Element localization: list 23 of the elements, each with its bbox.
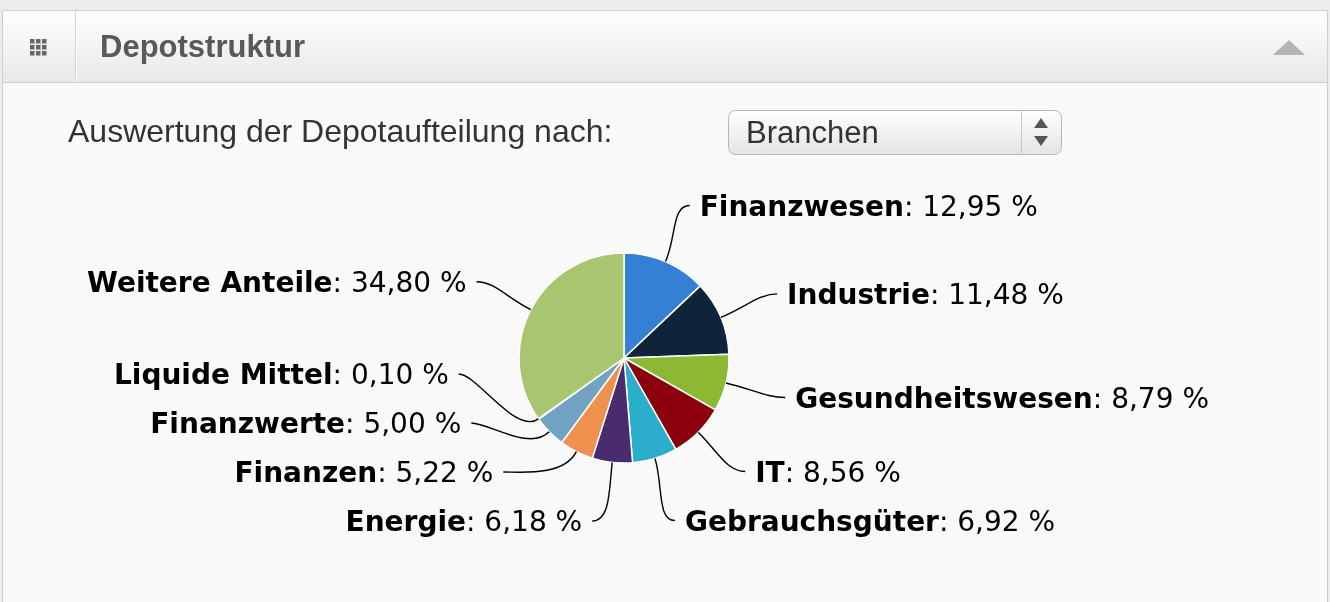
- data-label: : 8,56 %: [784, 455, 901, 489]
- data-label: : 12,95 %: [903, 189, 1038, 223]
- slice-label: Industrie: [787, 277, 930, 311]
- slice-label: Energie: [345, 505, 467, 539]
- data-label: : 0,10 %: [332, 358, 449, 392]
- slice-label: Gebrauchsgüter: [684, 504, 940, 538]
- slice-label: Finanzwesen: [699, 189, 904, 223]
- text: Auswertung der Depotaufteilung nach:: [68, 113, 613, 149]
- data-label: : 8,79 %: [1092, 381, 1209, 415]
- slice-label: Weitere Anteile: [87, 265, 333, 299]
- data-label: : 6,92 %: [938, 504, 1056, 538]
- slice-label: Liquide Mittel: [113, 358, 333, 392]
- data-label: : 11,48 %: [929, 277, 1064, 311]
- text: Branchen: [746, 115, 879, 150]
- slice-label: IT: [755, 455, 785, 489]
- slice-label: Gesundheitswesen: [795, 381, 1093, 415]
- slice-label: Finanzen: [234, 456, 378, 490]
- chart-title: Depotstruktur: [100, 29, 305, 64]
- slice-label: Finanzwerte: [150, 407, 346, 441]
- data-label: : 5,00 %: [345, 407, 462, 441]
- data-label: : 6,18 %: [466, 505, 583, 539]
- data-label: : 5,22 %: [377, 456, 494, 490]
- data-label: : 34,80 %: [332, 265, 467, 299]
